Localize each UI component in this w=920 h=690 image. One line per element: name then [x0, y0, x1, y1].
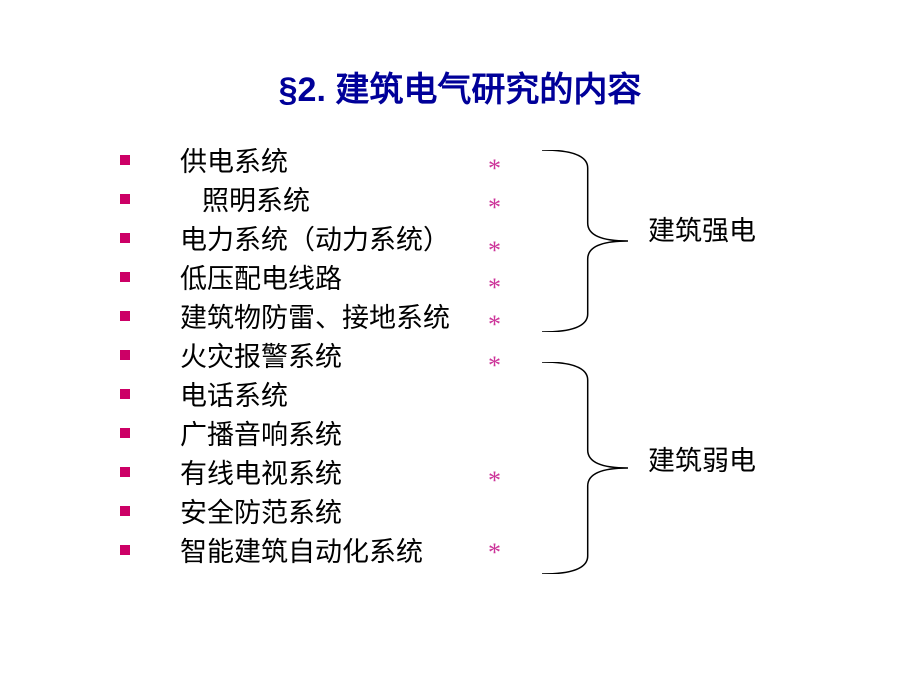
list-item-text: 安全防范系统 [180, 491, 342, 530]
square-bullet-icon [120, 545, 130, 555]
list-item: 照明系统 [120, 179, 450, 218]
list-item: 火灾报警系统 [120, 335, 450, 374]
list-item-text: 供电系统 [180, 140, 288, 179]
asterisk-icon: * [488, 193, 501, 223]
square-bullet-icon [120, 272, 130, 282]
square-bullet-icon [120, 350, 130, 360]
square-bullet-icon [120, 506, 130, 516]
group-label-0: 建筑强电 [648, 209, 756, 248]
asterisk-icon: * [488, 538, 501, 568]
square-bullet-icon [120, 467, 130, 477]
square-bullet-icon [120, 311, 130, 321]
square-bullet-icon [120, 428, 130, 438]
asterisk-icon: * [488, 351, 501, 381]
square-bullet-icon [120, 389, 130, 399]
list-item-text: 低压配电线路 [180, 257, 342, 296]
asterisk-icon: * [488, 310, 501, 340]
list-item-text: 建筑物防雷、接地系统 [180, 296, 450, 335]
group-label-1: 建筑弱电 [648, 439, 756, 478]
list-item-text: 广播音响系统 [180, 413, 342, 452]
list-item: 安全防范系统 [120, 491, 450, 530]
list-item: 低压配电线路 [120, 257, 450, 296]
content-list: 供电系统照明系统电力系统（动力系统）低压配电线路建筑物防雷、接地系统火灾报警系统… [120, 140, 450, 569]
square-bullet-icon [120, 194, 130, 204]
list-item: 智能建筑自动化系统 [120, 530, 450, 569]
list-item: 电话系统 [120, 374, 450, 413]
brace-group-1 [540, 362, 630, 574]
brace-group-0 [540, 150, 630, 332]
list-item-text: 火灾报警系统 [180, 335, 342, 374]
square-bullet-icon [120, 155, 130, 165]
list-item-text: 电话系统 [180, 374, 288, 413]
list-item: 建筑物防雷、接地系统 [120, 296, 450, 335]
list-item: 电力系统（动力系统） [120, 218, 450, 257]
list-item: 有线电视系统 [120, 452, 450, 491]
list-item-text: 照明系统 [180, 179, 310, 218]
list-item-text: 电力系统（动力系统） [180, 218, 450, 257]
asterisk-icon: * [488, 273, 501, 303]
list-item: 广播音响系统 [120, 413, 450, 452]
asterisk-icon: * [488, 236, 501, 266]
list-item-text: 智能建筑自动化系统 [180, 530, 423, 569]
list-item: 供电系统 [120, 140, 450, 179]
list-item-text: 有线电视系统 [180, 452, 342, 491]
asterisk-icon: * [488, 466, 501, 496]
square-bullet-icon [120, 233, 130, 243]
asterisk-icon: * [488, 154, 501, 184]
slide-title: §2. 建筑电气研究的内容 [0, 62, 920, 111]
